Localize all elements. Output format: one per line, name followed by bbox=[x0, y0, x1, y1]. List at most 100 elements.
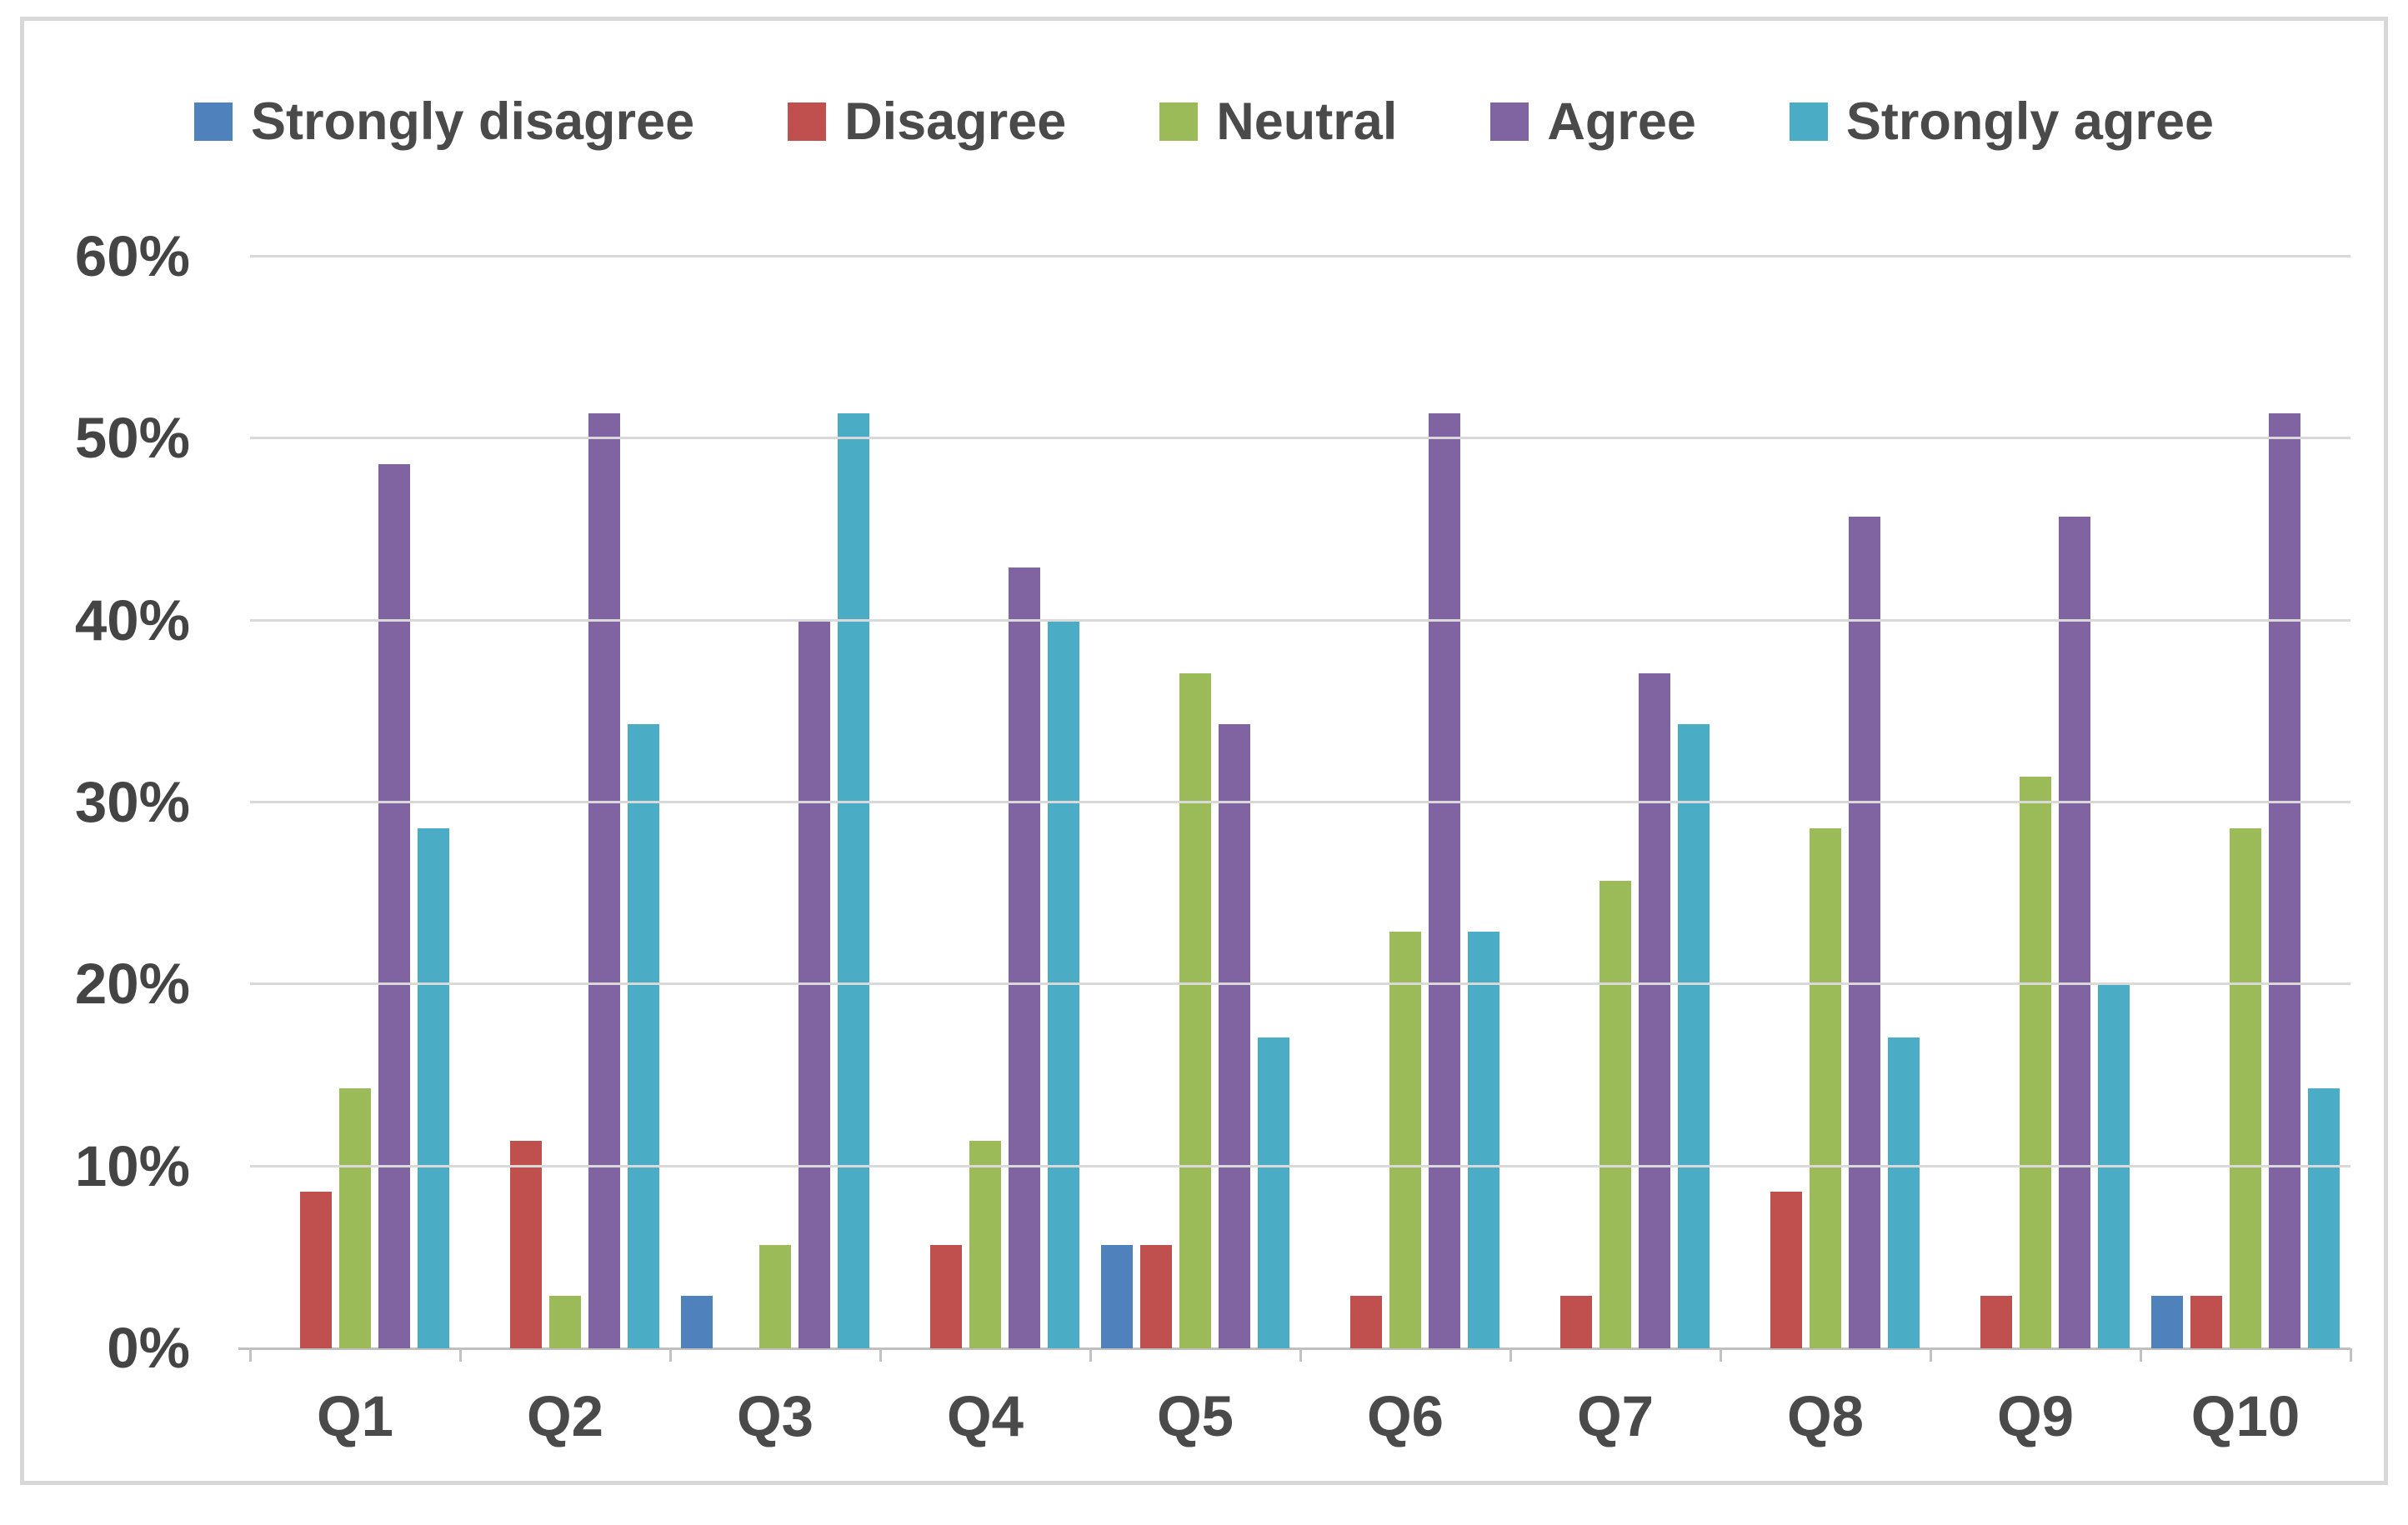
x-axis-label: Q5 bbox=[1156, 1384, 1234, 1448]
legend-marker-icon bbox=[1490, 102, 1529, 141]
x-axis-label: Q3 bbox=[736, 1384, 814, 1448]
bar-agree bbox=[588, 412, 620, 1348]
bar-disagree bbox=[1770, 1192, 1802, 1348]
bar-strongly-agree bbox=[1258, 1037, 1289, 1348]
bar-strongly-agree bbox=[1678, 724, 1710, 1348]
gridline bbox=[250, 801, 2350, 803]
gridline bbox=[250, 1164, 2350, 1168]
legend-item: Neutral bbox=[1159, 92, 1397, 152]
bar-agree bbox=[1429, 412, 1460, 1348]
axis-tick bbox=[459, 1348, 462, 1362]
legend-item: Disagree bbox=[788, 92, 1066, 152]
axis-tick bbox=[249, 1348, 252, 1362]
x-axis-label: Q9 bbox=[1996, 1384, 2075, 1448]
plot-area: Q1 Q2 Q3 Q4 Q5 Q6 Q7 Q8 Q9 Q10 0% 10% 20% 30% 40% 50% 6… bbox=[75, 228, 2352, 1448]
legend-label: Strongly agree bbox=[1845, 92, 2215, 151]
bar-strongly-agree bbox=[628, 724, 659, 1348]
bar-group: Q7 bbox=[1510, 257, 1720, 1448]
x-axis-label: Q7 bbox=[1576, 1384, 1655, 1448]
axis-tick bbox=[1089, 1348, 1092, 1362]
bar-group: Q10 bbox=[2140, 257, 2350, 1448]
bar-agree bbox=[1849, 517, 1880, 1348]
bar-strongly-agree bbox=[1888, 1037, 1920, 1348]
legend-label: Agree bbox=[1547, 92, 1696, 151]
bar-agree bbox=[1639, 672, 1670, 1348]
axis-tick bbox=[1509, 1348, 1512, 1362]
bar-disagree bbox=[2190, 1295, 2222, 1348]
bar-group: Q8 bbox=[1720, 257, 1930, 1448]
axis-tick bbox=[1299, 1348, 1302, 1362]
bar-neutral bbox=[339, 1088, 371, 1348]
x-axis-label: Q8 bbox=[1786, 1384, 1865, 1448]
axis-tick bbox=[2350, 1348, 2352, 1362]
bar-group: Q4 bbox=[880, 257, 1090, 1448]
legend-marker-icon bbox=[1159, 102, 1199, 141]
y-axis-label: 40% bbox=[74, 588, 190, 652]
x-axis-label: Q6 bbox=[1366, 1384, 1444, 1448]
bar-neutral bbox=[1389, 932, 1421, 1348]
bar-agree bbox=[2059, 517, 2090, 1348]
y-axis-label: 0% bbox=[107, 1316, 190, 1380]
legend-marker-icon bbox=[1789, 102, 1828, 141]
bar-agree bbox=[378, 463, 410, 1348]
axis-tick bbox=[1930, 1348, 1932, 1362]
gridline bbox=[250, 982, 2350, 986]
y-axis-label: 50% bbox=[74, 406, 190, 471]
bar-disagree bbox=[300, 1192, 332, 1348]
legend-marker-icon bbox=[193, 102, 233, 141]
gridline bbox=[250, 618, 2350, 622]
bar-neutral bbox=[549, 1295, 581, 1348]
bar-strongly-agree bbox=[2308, 1088, 2340, 1348]
bar-neutral bbox=[1179, 672, 1211, 1348]
bar-strongly-disagree bbox=[681, 1295, 713, 1348]
axis-tick bbox=[2140, 1348, 2142, 1362]
legend-item: Agree bbox=[1490, 92, 1696, 152]
bar-agree bbox=[1219, 724, 1250, 1348]
bar-neutral bbox=[2020, 777, 2051, 1348]
bar-disagree bbox=[930, 1244, 962, 1348]
x-axis-label: Q4 bbox=[946, 1384, 1024, 1448]
chart-frame: Strongly disagree Disagree Neutral Agree Str… bbox=[20, 17, 2388, 1485]
bar-strongly-agree bbox=[1468, 932, 1499, 1348]
legend-marker-icon bbox=[788, 102, 827, 141]
x-axis-label: Q10 bbox=[2190, 1384, 2300, 1448]
legend: Strongly disagree Disagree Neutral Agree Str… bbox=[24, 92, 2384, 152]
bar-group: Q2 bbox=[460, 257, 670, 1448]
bar-strongly-agree bbox=[838, 412, 869, 1348]
axis-tick bbox=[1720, 1348, 1722, 1362]
y-axis-label: 10% bbox=[74, 1133, 190, 1198]
bar-strongly-disagree bbox=[2151, 1295, 2183, 1348]
legend-item: Strongly disagree bbox=[193, 92, 695, 152]
legend-label: Disagree bbox=[844, 92, 1067, 151]
bar-neutral bbox=[1599, 880, 1631, 1348]
gridline bbox=[250, 255, 2350, 258]
bar-strongly-disagree bbox=[1101, 1244, 1133, 1348]
x-axis-label: Q2 bbox=[526, 1384, 604, 1448]
bar-disagree bbox=[1350, 1295, 1382, 1348]
bar-neutral bbox=[2230, 828, 2261, 1348]
y-axis-label: 30% bbox=[74, 770, 190, 834]
bar-disagree bbox=[1140, 1244, 1172, 1348]
x-axis-line bbox=[238, 1348, 2350, 1350]
bar-neutral bbox=[969, 1141, 1001, 1348]
bar-neutral bbox=[1810, 828, 1841, 1348]
legend-label: Strongly disagree bbox=[250, 92, 695, 151]
bar-disagree bbox=[510, 1141, 542, 1348]
x-axis-label: Q1 bbox=[316, 1384, 394, 1448]
axis-tick bbox=[879, 1348, 882, 1362]
y-axis-label: 20% bbox=[74, 952, 190, 1017]
bar-group: Q6 bbox=[1300, 257, 1510, 1448]
legend-label: Neutral bbox=[1216, 92, 1398, 151]
bar-agree bbox=[2269, 412, 2300, 1348]
axis-tick bbox=[669, 1348, 672, 1362]
legend-item: Strongly agree bbox=[1789, 92, 2215, 152]
bar-agree bbox=[1009, 568, 1040, 1348]
bar-group: Q1 bbox=[250, 257, 460, 1448]
gridline bbox=[250, 437, 2350, 440]
bar-disagree bbox=[1560, 1295, 1592, 1348]
y-axis-label: 60% bbox=[74, 224, 190, 288]
bar-disagree bbox=[1980, 1295, 2012, 1348]
bar-neutral bbox=[759, 1244, 791, 1348]
bar-group: Q5 bbox=[1090, 257, 1300, 1448]
